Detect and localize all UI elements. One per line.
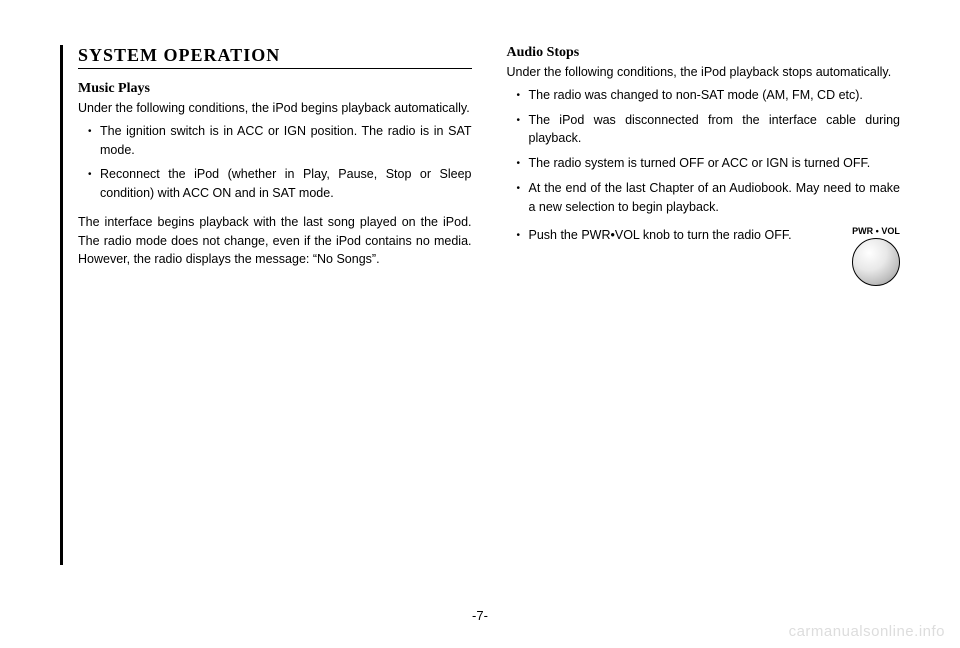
left-column: SYSTEM OPERATION Music Plays Under the f… (78, 45, 472, 286)
content-area: SYSTEM OPERATION Music Plays Under the f… (78, 45, 900, 286)
pwr-vol-knob-graphic: PWR • VOL (852, 226, 900, 286)
section-title: SYSTEM OPERATION (78, 45, 472, 69)
audio-stops-bullets: The radio was changed to non-SAT mode (A… (507, 86, 901, 217)
knob-label: PWR • VOL (852, 226, 900, 236)
list-item: Reconnect the iPod (whether in Play, Pau… (78, 165, 472, 203)
manual-page: SYSTEM OPERATION Music Plays Under the f… (0, 0, 960, 648)
audio-stops-intro: Under the following conditions, the iPod… (507, 63, 901, 82)
audio-stops-heading: Audio Stops (507, 45, 901, 61)
knob-instruction-text: Push the PWR•VOL knob to turn the radio … (507, 226, 838, 286)
list-item: The ignition switch is in ACC or IGN pos… (78, 122, 472, 160)
music-plays-bullets: The ignition switch is in ACC or IGN pos… (78, 122, 472, 203)
left-margin-rule (60, 45, 63, 565)
watermark: carmanualsonline.info (789, 623, 945, 640)
music-plays-heading: Music Plays (78, 81, 472, 97)
volume-knob-icon (852, 238, 900, 286)
right-column: Audio Stops Under the following conditio… (507, 45, 901, 286)
list-item: The iPod was disconnected from the inter… (507, 111, 901, 149)
list-item: At the end of the last Chapter of an Aud… (507, 179, 901, 217)
list-item: The radio was changed to non-SAT mode (A… (507, 86, 901, 105)
music-plays-paragraph: The interface begins playback with the l… (78, 213, 472, 269)
page-number: -7- (472, 608, 488, 623)
knob-instruction-row: Push the PWR•VOL knob to turn the radio … (507, 226, 901, 286)
music-plays-intro: Under the following conditions, the iPod… (78, 99, 472, 118)
list-item: The radio system is turned OFF or ACC or… (507, 154, 901, 173)
